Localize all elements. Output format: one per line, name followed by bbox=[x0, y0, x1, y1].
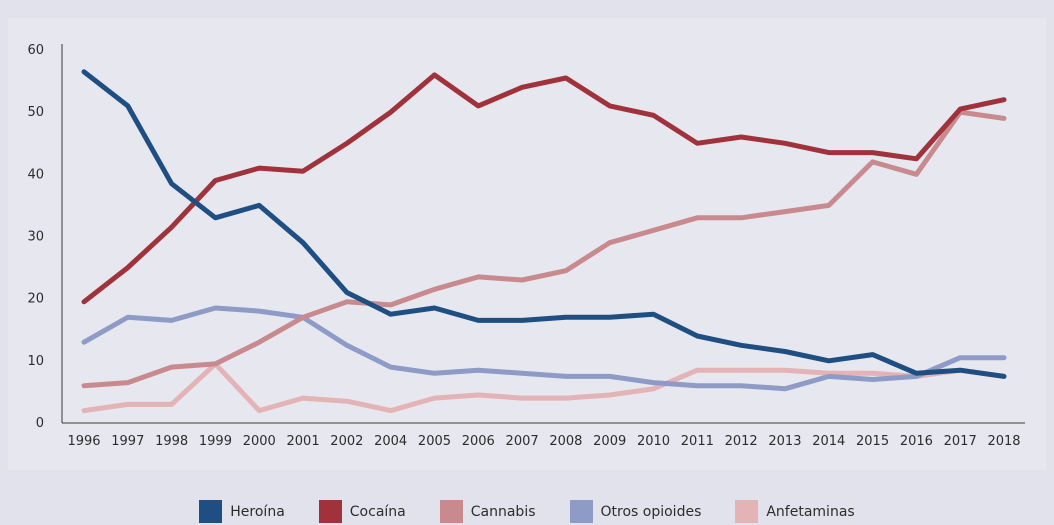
series-line-1 bbox=[81, 72, 1007, 305]
x-tick-label: 2002 bbox=[330, 434, 363, 449]
x-tick-label: 1998 bbox=[155, 434, 188, 449]
legend-label: Cannabis bbox=[470, 504, 536, 520]
y-tick-label: 10 bbox=[27, 354, 44, 369]
legend-swatch bbox=[569, 500, 593, 523]
x-tick-label: 2014 bbox=[812, 434, 845, 449]
x-tick-label: 2013 bbox=[768, 434, 801, 449]
series-line-2 bbox=[81, 109, 1007, 389]
x-tick-label: 2010 bbox=[637, 434, 670, 449]
x-tick-label: 2006 bbox=[462, 434, 495, 449]
x-tick-label: 1997 bbox=[111, 434, 144, 449]
tick-labels: 0 10 20 30 40 50 60 1996 1997 1998 1999 2000 2001 200… bbox=[27, 43, 1020, 449]
x-tick-label: 2009 bbox=[593, 434, 626, 449]
legend: Heroína Cocaína Cannabis Otros opioides Anfe… bbox=[0, 500, 1054, 523]
axes bbox=[61, 44, 1025, 424]
y-tick-label: 60 bbox=[27, 43, 44, 58]
legend-swatch bbox=[439, 500, 463, 523]
legend-swatch bbox=[318, 500, 342, 523]
x-tick-label: 2011 bbox=[681, 434, 714, 449]
x-tick-label: 2000 bbox=[243, 434, 276, 449]
legend-label: Cocaína bbox=[349, 504, 406, 520]
x-tick-label: 2015 bbox=[856, 434, 889, 449]
x-tick-label: 2018 bbox=[987, 434, 1020, 449]
x-tick-label: 2005 bbox=[418, 434, 451, 449]
x-tick-label: 2017 bbox=[944, 434, 977, 449]
chart-svg: 0 10 20 30 40 50 60 1996 1997 1998 1999 2000 2001 200… bbox=[27, 43, 1025, 449]
series-lines bbox=[81, 69, 1007, 414]
legend-swatch bbox=[735, 500, 759, 523]
x-tick-label: 2008 bbox=[549, 434, 582, 449]
x-tick-label: 2007 bbox=[506, 434, 539, 449]
x-tick-label: 2001 bbox=[287, 434, 320, 449]
legend-label: Heroína bbox=[230, 504, 285, 520]
x-tick-label: 1999 bbox=[199, 434, 232, 449]
legend-swatch bbox=[199, 500, 223, 523]
series-line-0 bbox=[81, 69, 1007, 379]
x-tick-label: 1996 bbox=[67, 434, 100, 449]
x-tick-label: 2004 bbox=[374, 434, 407, 449]
series-line-4 bbox=[81, 361, 1007, 414]
legend-label: Otros opioides bbox=[600, 504, 702, 520]
legend-label: Anfetaminas bbox=[766, 504, 855, 520]
legend-item: Anfetaminas bbox=[735, 500, 855, 523]
y-tick-label: 30 bbox=[27, 230, 44, 245]
y-tick-label: 20 bbox=[27, 292, 44, 307]
legend-item: Heroína bbox=[199, 500, 285, 523]
legend-item: Cocaína bbox=[318, 500, 406, 523]
x-tick-label: 2012 bbox=[725, 434, 758, 449]
legend-item: Cannabis bbox=[439, 500, 536, 523]
x-tick-label: 2016 bbox=[900, 434, 933, 449]
y-tick-label: 40 bbox=[27, 167, 44, 182]
y-tick-label: 0 bbox=[36, 416, 44, 431]
series-line-3 bbox=[81, 305, 1007, 392]
y-tick-label: 50 bbox=[27, 105, 44, 120]
legend-item: Otros opioides bbox=[569, 500, 702, 523]
